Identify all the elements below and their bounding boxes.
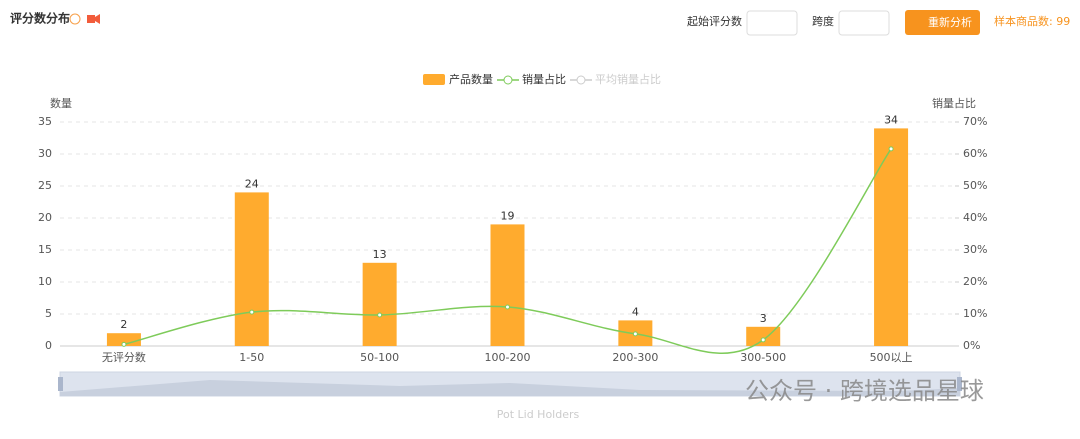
y2-tick-label: 50% <box>963 179 987 192</box>
legend-dot <box>503 75 513 85</box>
start-label: 起始评分数 <box>687 14 742 28</box>
x-tick-label: 100-200 <box>485 351 531 364</box>
span-input[interactable] <box>838 10 890 36</box>
bar <box>490 224 525 346</box>
start-input[interactable] <box>746 10 798 36</box>
video-icon[interactable] <box>87 15 95 23</box>
x-tick-label: 300-500 <box>740 351 786 364</box>
legend-dot <box>576 75 586 85</box>
bar-label: 3 <box>760 312 767 325</box>
line-point <box>249 309 255 315</box>
y-tick-label: 0 <box>45 339 52 352</box>
bar-label: 2 <box>120 318 127 331</box>
y-tick-label: 30 <box>38 147 52 160</box>
bar-label: 24 <box>245 177 259 190</box>
bar-label: 19 <box>501 209 515 222</box>
y2-axis-title: 销量占比 <box>932 96 976 110</box>
bar <box>746 326 781 346</box>
section-title: 评分数分布 <box>10 11 70 26</box>
x-tick-label: 50-100 <box>360 351 399 364</box>
y-tick-label: 5 <box>45 307 52 320</box>
sample-count: 样本商品数: 99 <box>994 14 1070 28</box>
legend-label: 产品数量 <box>449 72 493 86</box>
legend-label: 销量占比 <box>522 72 566 86</box>
y2-tick-label: 10% <box>963 307 987 320</box>
zoom-handle[interactable] <box>58 377 63 391</box>
y-tick-label: 25 <box>38 179 52 192</box>
zoom-preview <box>60 380 960 396</box>
bar <box>874 128 909 346</box>
line-point <box>632 331 638 337</box>
y2-tick-label: 40% <box>963 211 987 224</box>
bar <box>362 262 397 346</box>
x-axis-title: Pot Lid Holders <box>497 408 580 421</box>
x-tick-label: 200-300 <box>612 351 658 364</box>
button-label: 重新分析 <box>928 15 972 29</box>
x-tick-label: 无评分数 <box>102 351 146 364</box>
y-tick-label: 20 <box>38 211 52 224</box>
y2-tick-label: 60% <box>963 147 987 160</box>
bar-label: 13 <box>373 248 387 261</box>
y2-tick-label: 30% <box>963 243 987 256</box>
y2-tick-label: 70% <box>963 115 987 128</box>
bar-label: 4 <box>632 305 639 318</box>
span-label: 跨度 <box>812 14 834 28</box>
y-tick-label: 35 <box>38 115 52 128</box>
y-tick-label: 10 <box>38 275 52 288</box>
y-tick-label: 15 <box>38 243 52 256</box>
bar-label: 34 <box>884 113 898 126</box>
line-point <box>888 146 894 152</box>
bar <box>234 192 269 346</box>
x-tick-label: 500以上 <box>870 351 913 364</box>
line-point <box>505 304 510 310</box>
y2-tick-label: 20% <box>963 275 987 288</box>
line-point <box>377 312 383 318</box>
x-tick-label: 1-50 <box>239 351 264 364</box>
help-icon[interactable] <box>69 13 81 25</box>
y-axis-title: 数量 <box>50 97 72 110</box>
line-point <box>760 337 766 343</box>
video-icon-tip <box>95 14 100 24</box>
line-point <box>121 341 127 347</box>
y2-tick-label: 0% <box>963 339 980 352</box>
watermark: 公众号 · 跨境选品星球 <box>745 377 984 405</box>
zoom-handle[interactable] <box>957 377 962 391</box>
legend-swatch <box>423 74 445 85</box>
legend-label: 平均销量占比 <box>595 72 661 86</box>
reanalyze-button[interactable] <box>905 10 980 35</box>
